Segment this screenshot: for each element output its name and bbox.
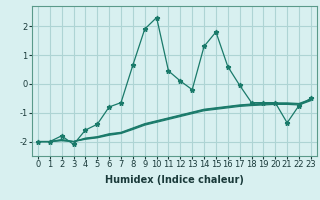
X-axis label: Humidex (Indice chaleur): Humidex (Indice chaleur) (105, 175, 244, 185)
